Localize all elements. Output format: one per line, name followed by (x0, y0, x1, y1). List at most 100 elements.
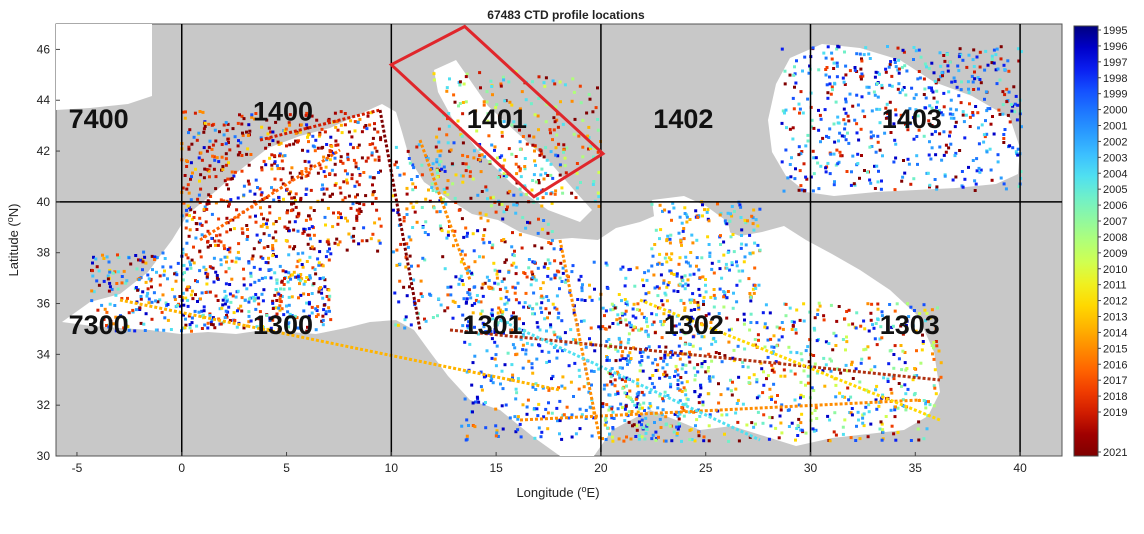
ctd-point (437, 297, 441, 301)
ctd-point (247, 261, 251, 265)
ctd-point (702, 299, 705, 303)
ctd-point (913, 374, 917, 378)
ctd-point (659, 228, 663, 232)
ctd-point (822, 51, 826, 55)
ctd-point (675, 272, 679, 276)
ctd-point (271, 299, 275, 303)
ctd-point (884, 70, 888, 74)
ctd-point (307, 214, 310, 218)
ctd-point (353, 129, 357, 133)
ctd-point (255, 233, 259, 237)
ctd-point (577, 278, 581, 282)
ctd-point (904, 93, 908, 97)
ctd-point (225, 313, 228, 317)
ctd-point (943, 174, 947, 178)
ctd-point (490, 308, 494, 312)
ctd-point (614, 347, 618, 351)
ctd-point (828, 172, 832, 176)
ctd-point (972, 65, 976, 68)
ctd-point (249, 153, 253, 156)
ctd-point (683, 308, 687, 312)
ctd-point (663, 353, 667, 357)
ctd-point (834, 100, 838, 104)
ctd-point (562, 150, 565, 154)
ctd-point (471, 311, 475, 315)
ctd-point (735, 300, 739, 304)
ctd-point (1008, 144, 1012, 148)
ctd-point (859, 67, 863, 71)
ctd-point (612, 417, 616, 420)
ctd-point (285, 144, 288, 148)
ctd-point (521, 334, 525, 338)
ctd-point (493, 148, 496, 152)
y-tick-label: 42 (37, 144, 51, 158)
ctd-point (248, 215, 252, 219)
ctd-point (961, 58, 965, 62)
ctd-point (562, 148, 566, 152)
ctd-point (519, 193, 523, 197)
ctd-point (408, 285, 411, 289)
ctd-point (518, 422, 522, 426)
ctd-point (728, 219, 732, 223)
ctd-point (369, 237, 373, 241)
ctd-point (206, 245, 210, 249)
ctd-point (537, 75, 541, 79)
ctd-point (698, 414, 702, 418)
ctd-point (537, 426, 541, 430)
ctd-point (223, 289, 227, 293)
ctd-point (643, 409, 646, 412)
ctd-point (704, 278, 707, 281)
ctd-point (694, 324, 698, 328)
ctd-point (473, 425, 477, 429)
ctd-point (278, 154, 281, 158)
ctd-point (927, 66, 931, 70)
ctd-point (189, 263, 192, 267)
ctd-point (216, 243, 220, 247)
ctd-point (318, 131, 322, 135)
ctd-point (323, 130, 327, 134)
ctd-point (727, 340, 731, 344)
ctd-point (504, 308, 508, 312)
ctd-point (513, 291, 517, 295)
ctd-point (446, 306, 450, 310)
ctd-point (467, 320, 471, 324)
ctd-point (304, 167, 308, 171)
ctd-point (608, 405, 612, 409)
ctd-point (734, 411, 738, 415)
ctd-point (515, 203, 519, 207)
ctd-point (577, 134, 581, 138)
ctd-point (355, 214, 359, 218)
ctd-point (530, 343, 534, 347)
ctd-point (596, 118, 600, 121)
ctd-point (547, 359, 551, 363)
ctd-point (496, 435, 500, 438)
ctd-point (150, 254, 154, 258)
ctd-point (746, 365, 750, 369)
ctd-point (658, 203, 662, 207)
ctd-point (904, 392, 908, 396)
ctd-point (116, 253, 119, 257)
ctd-point (261, 198, 265, 201)
ctd-point (463, 253, 467, 257)
ctd-point (732, 348, 736, 352)
ctd-point (458, 80, 462, 84)
ctd-point (259, 255, 263, 259)
ctd-point (101, 316, 105, 320)
ctd-point (531, 143, 535, 147)
colorbar-label: 1996 (1103, 41, 1127, 53)
ctd-point (588, 283, 591, 287)
ctd-point (787, 425, 791, 428)
ctd-point (453, 196, 457, 200)
ctd-point (788, 73, 792, 77)
ctd-point (795, 59, 798, 63)
ctd-point (320, 291, 324, 295)
ctd-point (456, 119, 460, 123)
ctd-point (718, 267, 722, 271)
ctd-point (127, 311, 131, 315)
ctd-point (878, 121, 882, 125)
ctd-point (334, 125, 338, 129)
ctd-point (876, 140, 880, 144)
ctd-point (914, 329, 918, 333)
ctd-point (192, 261, 196, 265)
